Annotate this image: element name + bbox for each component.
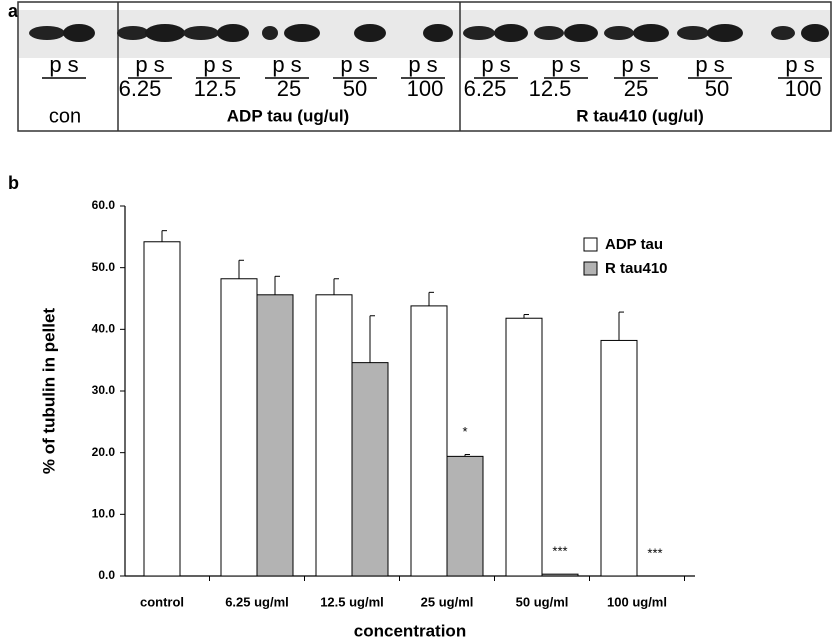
bar [257, 295, 293, 576]
concentration-label: 12.5 [194, 76, 237, 101]
blot-band [564, 24, 598, 42]
y-tick-label: 0.0 [98, 568, 115, 582]
bar [542, 574, 578, 576]
blot-band [707, 24, 743, 42]
legend-label: ADP tau [605, 236, 663, 253]
y-tick-label: 30.0 [92, 383, 116, 397]
concentration-label: 100 [407, 76, 444, 101]
blot-band [801, 24, 829, 42]
blot-band [771, 26, 795, 40]
significance-label: *** [552, 544, 567, 559]
lane-label: p s [135, 52, 164, 77]
lane-label: p s [408, 52, 437, 77]
blot-band [183, 26, 219, 40]
x-tick-label: 12.5 ug/ml [320, 594, 384, 609]
blot-band [29, 26, 65, 40]
blot-band [604, 26, 634, 40]
lane-label: p s [272, 52, 301, 77]
y-tick-label: 60.0 [92, 198, 116, 212]
blot-band [463, 26, 495, 40]
x-tick-label: 6.25 ug/ml [225, 594, 289, 609]
group-label: ADP tau (ug/ul) [227, 106, 349, 125]
lane-label: p s [551, 52, 580, 77]
lane-label: p s [481, 52, 510, 77]
blot-band [494, 24, 528, 42]
concentration-label: 6.25 [464, 76, 507, 101]
concentration-label: 25 [624, 76, 648, 101]
concentration-label: 12.5 [529, 76, 572, 101]
bar [316, 295, 352, 576]
blot-band [677, 26, 709, 40]
panel-label: b [8, 173, 19, 193]
concentration-label: 6.25 [119, 76, 162, 101]
blot-band [423, 24, 453, 42]
group-label: con [49, 105, 81, 127]
y-tick-label: 50.0 [92, 260, 116, 274]
concentration-label: 50 [343, 76, 367, 101]
bar [144, 242, 180, 576]
lane-label: p s [621, 52, 650, 77]
x-tick-label: 25 ug/ml [421, 594, 474, 609]
blot-band [354, 24, 386, 42]
x-tick-label: 100 ug/ml [607, 594, 667, 609]
lane-label: p s [785, 52, 814, 77]
lane-label: p s [695, 52, 724, 77]
concentration-label: 100 [785, 76, 822, 101]
y-tick-label: 10.0 [92, 507, 116, 521]
x-tick-label: control [140, 594, 184, 609]
y-axis-title: % of tubulin in pellet [39, 308, 58, 475]
x-axis-title: concentration [354, 621, 466, 640]
x-tick-label: 50 ug/ml [516, 594, 569, 609]
blot-band [534, 26, 564, 40]
blot-band [145, 24, 185, 42]
legend-swatch [584, 238, 597, 251]
blot-band [217, 24, 249, 42]
blot-band [262, 26, 278, 40]
concentration-label: 25 [277, 76, 301, 101]
bar [352, 363, 388, 576]
significance-label: *** [647, 545, 662, 560]
blot-band [117, 26, 149, 40]
concentration-label: 50 [705, 76, 729, 101]
blot-band [633, 24, 669, 42]
y-tick-label: 40.0 [92, 322, 116, 336]
bar [411, 306, 447, 576]
legend-label: R tau410 [605, 260, 668, 277]
bar [221, 279, 257, 576]
lane-label: p s [340, 52, 369, 77]
group-label: R tau410 (ug/ul) [576, 106, 704, 125]
lane-label: p s [203, 52, 232, 77]
blot-band [63, 24, 95, 42]
legend-swatch [584, 262, 597, 275]
blot-band [284, 24, 320, 42]
bar [601, 340, 637, 576]
y-tick-label: 20.0 [92, 445, 116, 459]
significance-label: * [462, 424, 467, 439]
figure: a b % of tubulin in pellet concentration… [0, 0, 832, 644]
bar [447, 456, 483, 576]
bar [506, 318, 542, 576]
lane-label: p s [49, 52, 78, 77]
